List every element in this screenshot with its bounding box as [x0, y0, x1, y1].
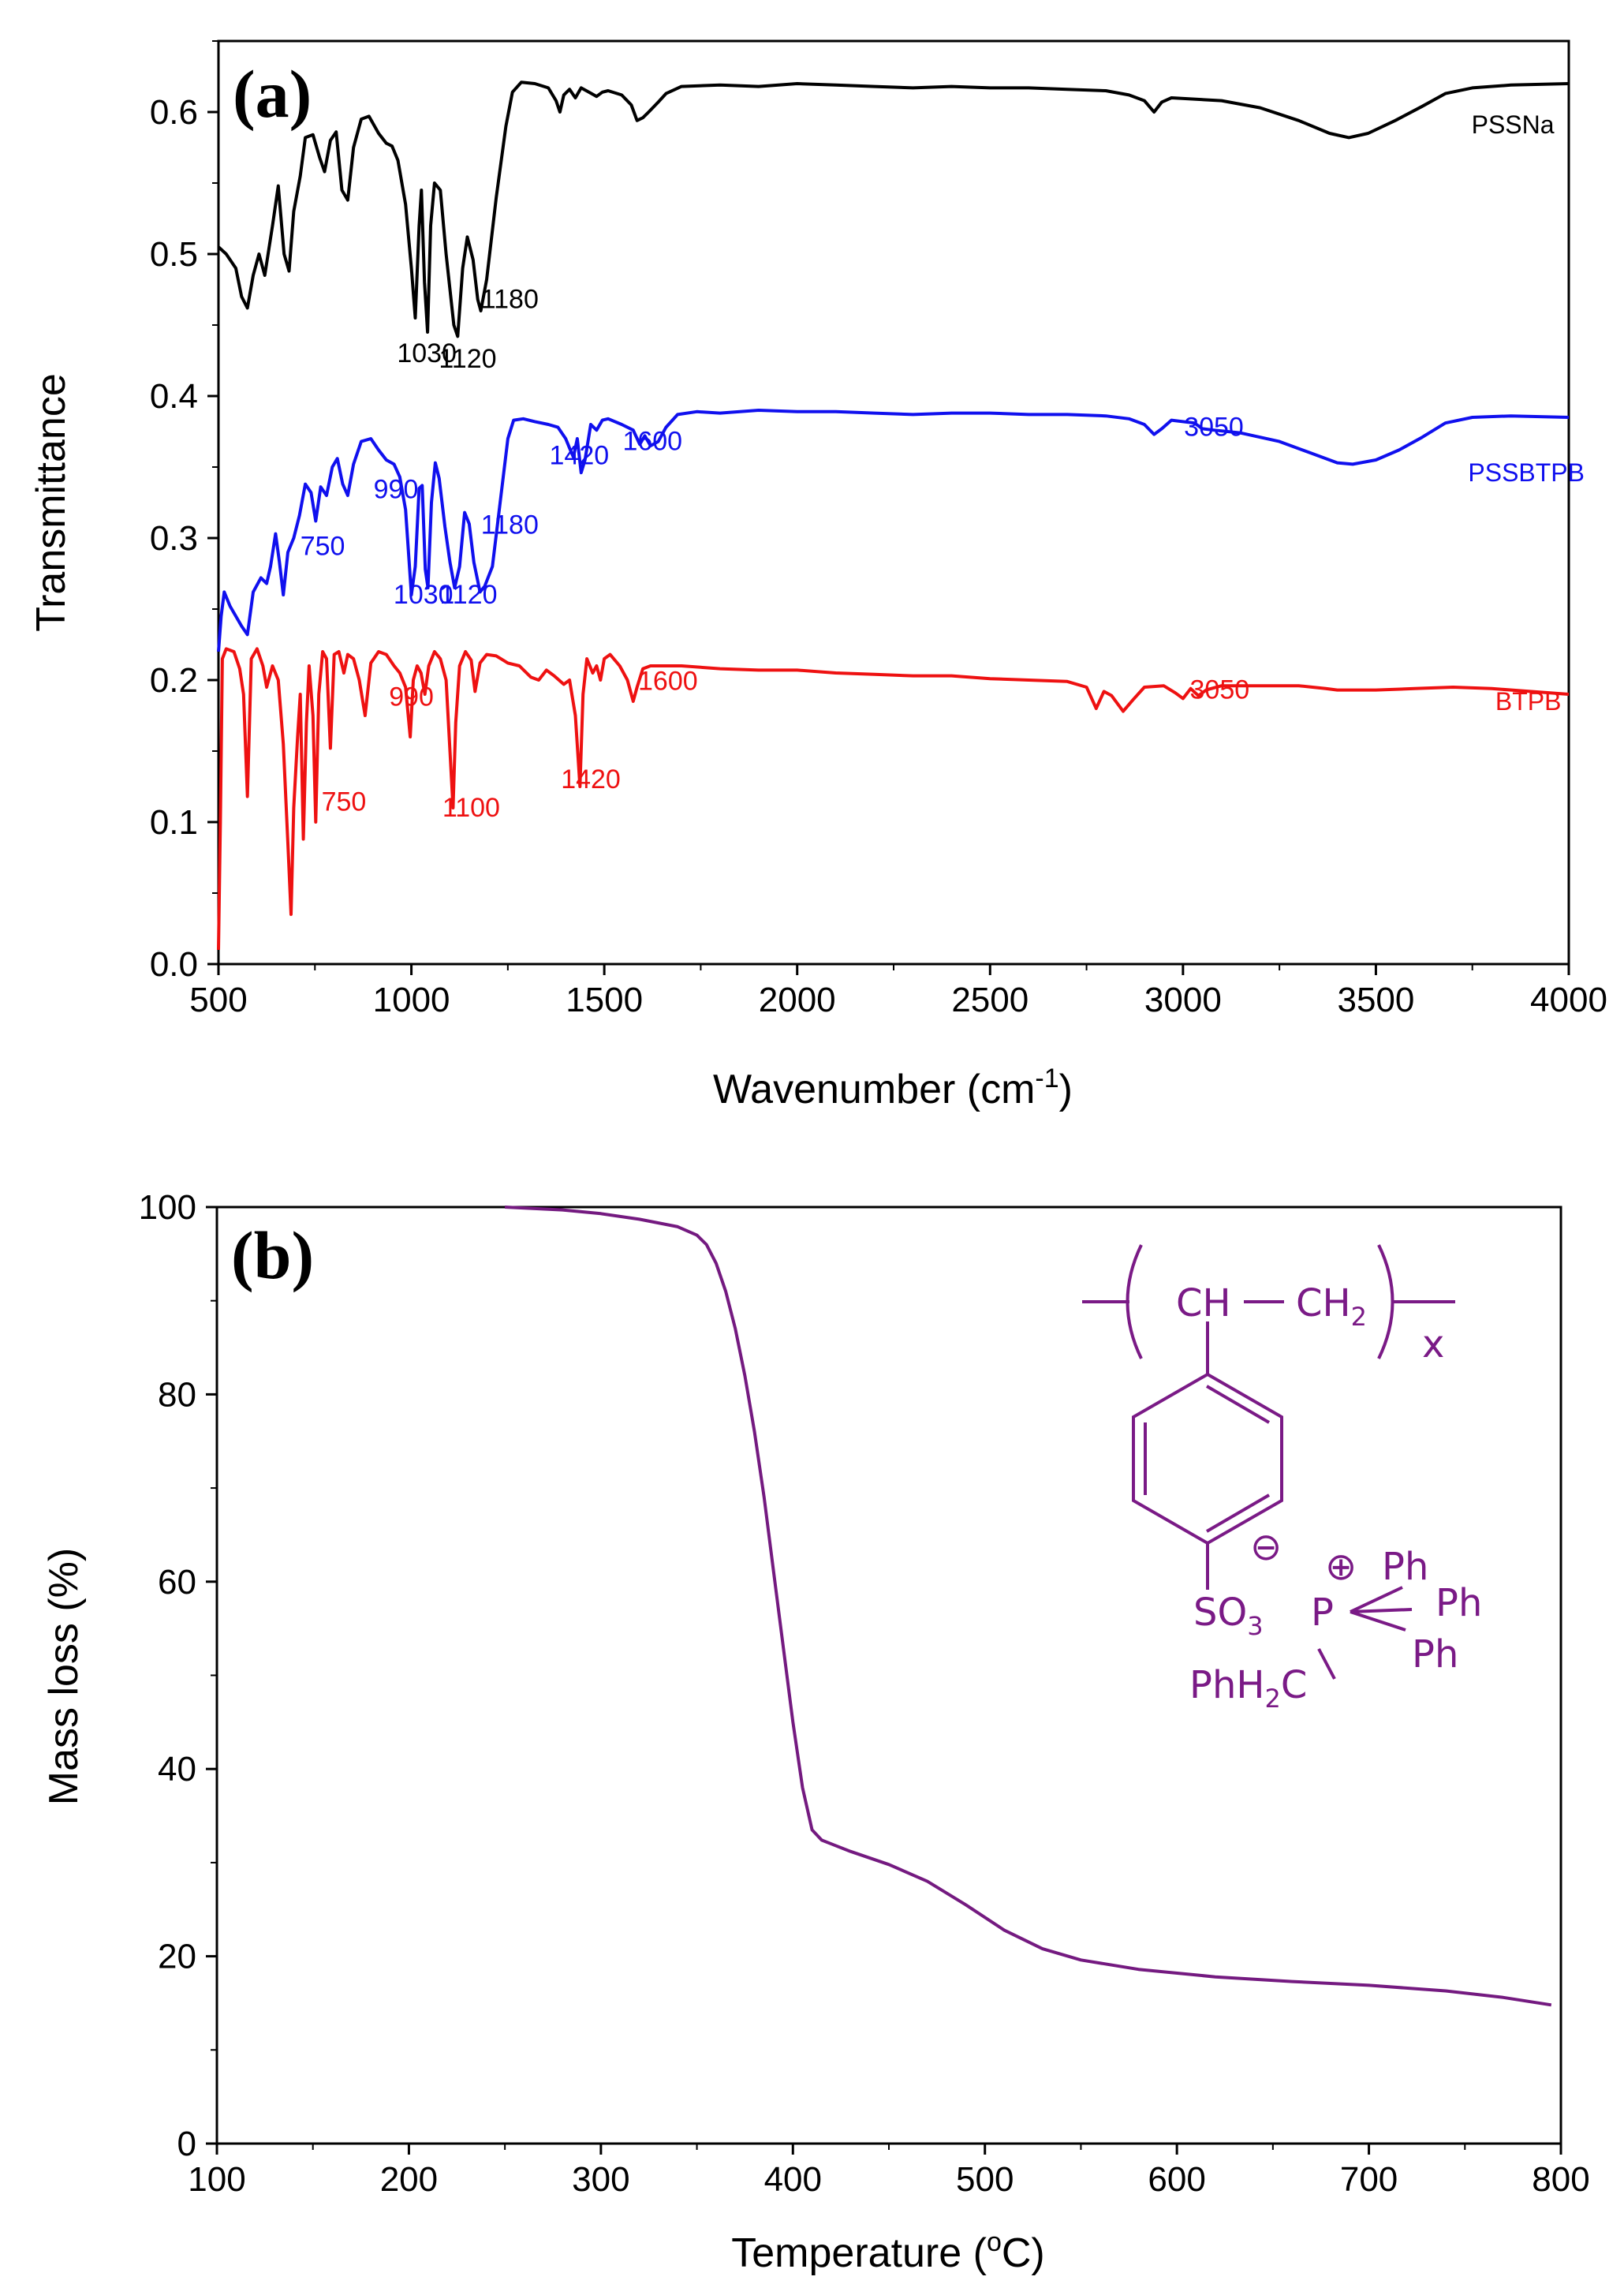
structure-ch2: CH2 [1296, 1281, 1367, 1332]
structure-plus: ⊕ [1325, 1545, 1357, 1589]
peak-label-btpb: 1600 [638, 667, 698, 697]
tga-x-tick-label: 100 [188, 2160, 245, 2199]
structure-phh2c: PhH2C [1189, 1663, 1307, 1714]
peak-label-pssbtpb: 1120 [439, 580, 497, 610]
ftir-x-tick-label: 1500 [566, 981, 643, 1019]
ftir-x-axis-title: Wavenumber (cm-1) [713, 1063, 1073, 1112]
structure-x: x [1422, 1322, 1444, 1366]
ftir-x-tick-label: 2500 [951, 981, 1029, 1019]
ftir-x-tick-label: 4000 [1530, 981, 1607, 1019]
ftir-x-tick-label: 3000 [1144, 981, 1222, 1019]
ftir-x-tick-label: 1000 [373, 981, 450, 1019]
structure-so3: SO3 [1193, 1591, 1264, 1641]
series-label-pssbtpb: PSSBTPB [1468, 458, 1585, 487]
tga-y-axis-title: Mass loss (%) [41, 1548, 87, 1805]
ftir-chart: 500 1000 1500 2000 2500 3000 3500 4000 0.0 0.1 0.2… [28, 39, 1607, 1112]
peak-label-pssna: 1120 [439, 344, 496, 374]
ring-double-bond-2 [1205, 1493, 1271, 1533]
p-ph-bond-3 [1350, 1610, 1406, 1632]
tga-x-tick-label: 200 [380, 2160, 438, 2199]
tga-x-tick-label: 400 [764, 2160, 822, 2199]
tga-y-tick-label: 20 [158, 1938, 196, 1976]
bracket-left [1126, 1244, 1143, 1359]
tga-x-tick-label: 700 [1340, 2160, 1398, 2199]
structure-ch: CH [1176, 1281, 1231, 1325]
tga-x-tick-label: 300 [572, 2160, 629, 2199]
ftir-x-tick-label: 500 [189, 981, 247, 1019]
structure-minus: ⊖ [1250, 1525, 1282, 1569]
peak-label-pssbtpb: 3050 [1184, 412, 1244, 442]
peak-label-btpb: 750 [322, 787, 367, 817]
series-pssna-line [217, 80, 1570, 338]
panel-label-a: (a) [233, 56, 312, 132]
peak-label-pssna: 1030 [397, 338, 457, 368]
tga-x-tick-label: 800 [1532, 2160, 1589, 2199]
tga-plot-frame [215, 1206, 1562, 2145]
series-btpb-line [217, 647, 1570, 951]
peak-label-pssna: 1180 [481, 284, 539, 314]
pssbtpb-structure-labels: CH CH2 x ⊖ SO3 ⊕ P Ph Ph Ph PhH2C [1176, 1281, 1482, 1714]
ftir-plot-frame [217, 39, 1570, 966]
tga-y-tick-label: 0 [177, 2125, 196, 2163]
ftir-x-tick-label: 3500 [1337, 981, 1414, 1019]
tga-x-tick-label: 500 [956, 2160, 1014, 2199]
ftir-y-axis-title: Transmittance [28, 373, 74, 632]
peak-label-btpb: 1100 [442, 793, 500, 823]
tga-y-tick-label: 100 [139, 1188, 196, 1227]
tga-x-tick-label: 600 [1148, 2160, 1205, 2199]
structure-ph-1: Ph [1382, 1545, 1428, 1589]
series-pssbtpb-line [217, 409, 1570, 652]
structure-p: P [1311, 1591, 1334, 1635]
tga-y-tick-label: 80 [158, 1375, 196, 1414]
ring-double-bond-1 [1205, 1385, 1271, 1424]
series-tga-line [505, 1206, 1552, 2007]
ftir-y-tick-label: 0.0 [150, 945, 198, 984]
ftir-y-tick-label: 0.3 [150, 519, 198, 558]
tga-x-axis-title: Temperature (oC) [731, 2227, 1044, 2276]
structure-ph-2: Ph [1435, 1581, 1482, 1625]
pssbtpb-structure [1082, 1244, 1455, 1680]
tga-ticks: 100 200 300 400 500 600 700 800 0 20 40 60 80 100 [139, 1188, 1590, 2199]
ftir-ticks: 500 1000 1500 2000 2500 3000 3500 4000 0.0 0.1 0.2… [150, 40, 1607, 1019]
ftir-series [217, 80, 1570, 951]
peak-label-pssbtpb: 990 [374, 475, 419, 505]
peak-label-btpb: 3050 [1190, 675, 1250, 705]
peak-label-pssbtpb: 1600 [622, 426, 682, 456]
p-ph-bond-2 [1350, 1608, 1413, 1613]
p-ph-bond-1 [1350, 1586, 1403, 1613]
bracket-right [1377, 1244, 1394, 1359]
ftir-y-tick-label: 0.1 [150, 803, 198, 842]
ftir-y-tick-label: 0.6 [150, 93, 198, 132]
ftir-x-tick-label: 2000 [759, 981, 836, 1019]
peak-label-pssbtpb: 1180 [481, 510, 539, 540]
ftir-y-tick-label: 0.5 [150, 235, 198, 274]
panel-label-b: (b) [231, 1217, 314, 1293]
peak-label-pssbtpb: 750 [301, 532, 345, 562]
tga-y-tick-label: 60 [158, 1563, 196, 1602]
structure-ph-3: Ph [1412, 1632, 1458, 1677]
series-label-pssna: PSSNa [1472, 110, 1555, 139]
peak-label-pssbtpb: 1420 [550, 440, 610, 470]
ftir-y-tick-label: 0.2 [150, 661, 198, 700]
tga-y-tick-label: 40 [158, 1750, 196, 1789]
peak-label-pssbtpb: 1030 [394, 580, 454, 610]
tga-series [505, 1206, 1552, 2007]
benzene-ring [1132, 1372, 1283, 1546]
series-label-btpb: BTPB [1495, 687, 1562, 716]
peak-label-btpb: 1420 [561, 764, 621, 794]
ftir-y-tick-label: 0.4 [150, 377, 198, 416]
p-ch2-bond [1317, 1648, 1336, 1680]
tga-chart: 100 200 300 400 500 600 700 800 0 20 40 60 80 100 (b)… [41, 1188, 1590, 2276]
peak-label-btpb: 990 [389, 682, 434, 712]
